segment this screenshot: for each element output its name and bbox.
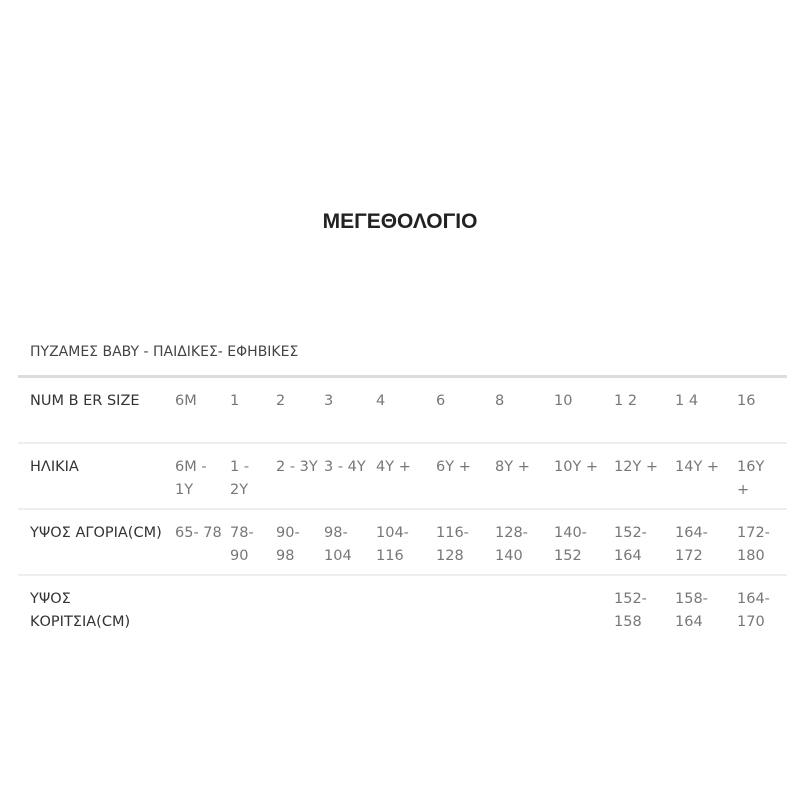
table-cell: 6M	[175, 393, 197, 409]
table-cell: 172- 180	[737, 525, 770, 564]
table-cell: 152- 158	[614, 591, 647, 630]
table-cell: 90- 98	[276, 525, 300, 564]
table-cell: 158- 164	[675, 591, 708, 630]
table-cell: 104- 116	[376, 525, 409, 564]
table-cell	[376, 588, 436, 642]
table-cell: 3 - 4Y	[324, 459, 366, 475]
table-cell: 116- 128	[436, 525, 469, 564]
table-cell: 140- 152	[554, 525, 587, 564]
table-caption: ΠΥΖΑΜΕΣ BABY - ΠΑΙΔΙΚΕΣ- ΕΦΗΒΙΚΕΣ	[30, 344, 299, 360]
table-cell: 65- 78	[175, 525, 222, 541]
table-cell: 1 2	[614, 393, 638, 409]
table-row: ΗΛΙΚΙΑ 6M - 1Y 1 - 2Y 2 - 3Y 3 - 4Y 4Y + 6Y + 8…	[18, 444, 787, 510]
table-cell: 1	[230, 393, 240, 409]
table-cell: 164- 170	[737, 591, 770, 630]
page-title: ΜΕΓΕΘΟΛΟΓΙΟ	[322, 210, 478, 233]
table-cell	[436, 588, 495, 642]
table-row: ΥΨΟΣ ΑΓΟΡΙΑ(CM) 65- 78 78- 90 90- 98 98- 104…	[18, 510, 787, 576]
table-cell: 78- 90	[230, 525, 254, 564]
table-cell: 4Y +	[376, 459, 411, 475]
table-cell: 14Y +	[675, 459, 720, 475]
table-cell: 8Y +	[495, 459, 530, 475]
table-cell: 6M - 1Y	[175, 459, 207, 498]
table-cell	[276, 588, 324, 642]
table-cell	[230, 588, 276, 642]
table-cell: 152- 164	[614, 525, 647, 564]
table-cell: 6Y +	[436, 459, 471, 475]
table-cell: 10Y +	[554, 459, 599, 475]
table-cell: 2 - 3Y	[276, 459, 318, 475]
table-cell: 6	[436, 393, 446, 409]
table-cell: 16	[737, 393, 756, 409]
table-cell: 2	[276, 393, 286, 409]
table-cell: 164- 172	[675, 525, 708, 564]
row-label: ΥΨΟΣ ΚΟΡΙΤΣΙΑ(CM)	[30, 591, 131, 630]
table-cell: 8	[495, 393, 505, 409]
table-row: ΥΨΟΣ ΚΟΡΙΤΣΙΑ(CM) 152- 158 158- 164 164- 17…	[18, 576, 787, 642]
table-cell	[554, 588, 614, 642]
row-label: ΗΛΙΚΙΑ	[30, 459, 79, 475]
table-cell: 98- 104	[324, 525, 352, 564]
table-cell: 4	[376, 393, 386, 409]
table-cell: 1 4	[675, 393, 699, 409]
table-cell: 3	[324, 393, 334, 409]
table-cell: 128- 140	[495, 525, 528, 564]
table-cell: 12Y +	[614, 459, 659, 475]
row-label: ΥΨΟΣ ΑΓΟΡΙΑ(CM)	[30, 525, 162, 541]
table-cell: 1 - 2Y	[230, 459, 250, 498]
table-cell: 16Y +	[737, 459, 765, 498]
row-label: NUM B ER SIZE	[30, 393, 140, 409]
table-cell: 10	[554, 393, 573, 409]
table-cell	[495, 588, 554, 642]
table-cell	[175, 588, 230, 642]
table-cell	[324, 588, 376, 642]
